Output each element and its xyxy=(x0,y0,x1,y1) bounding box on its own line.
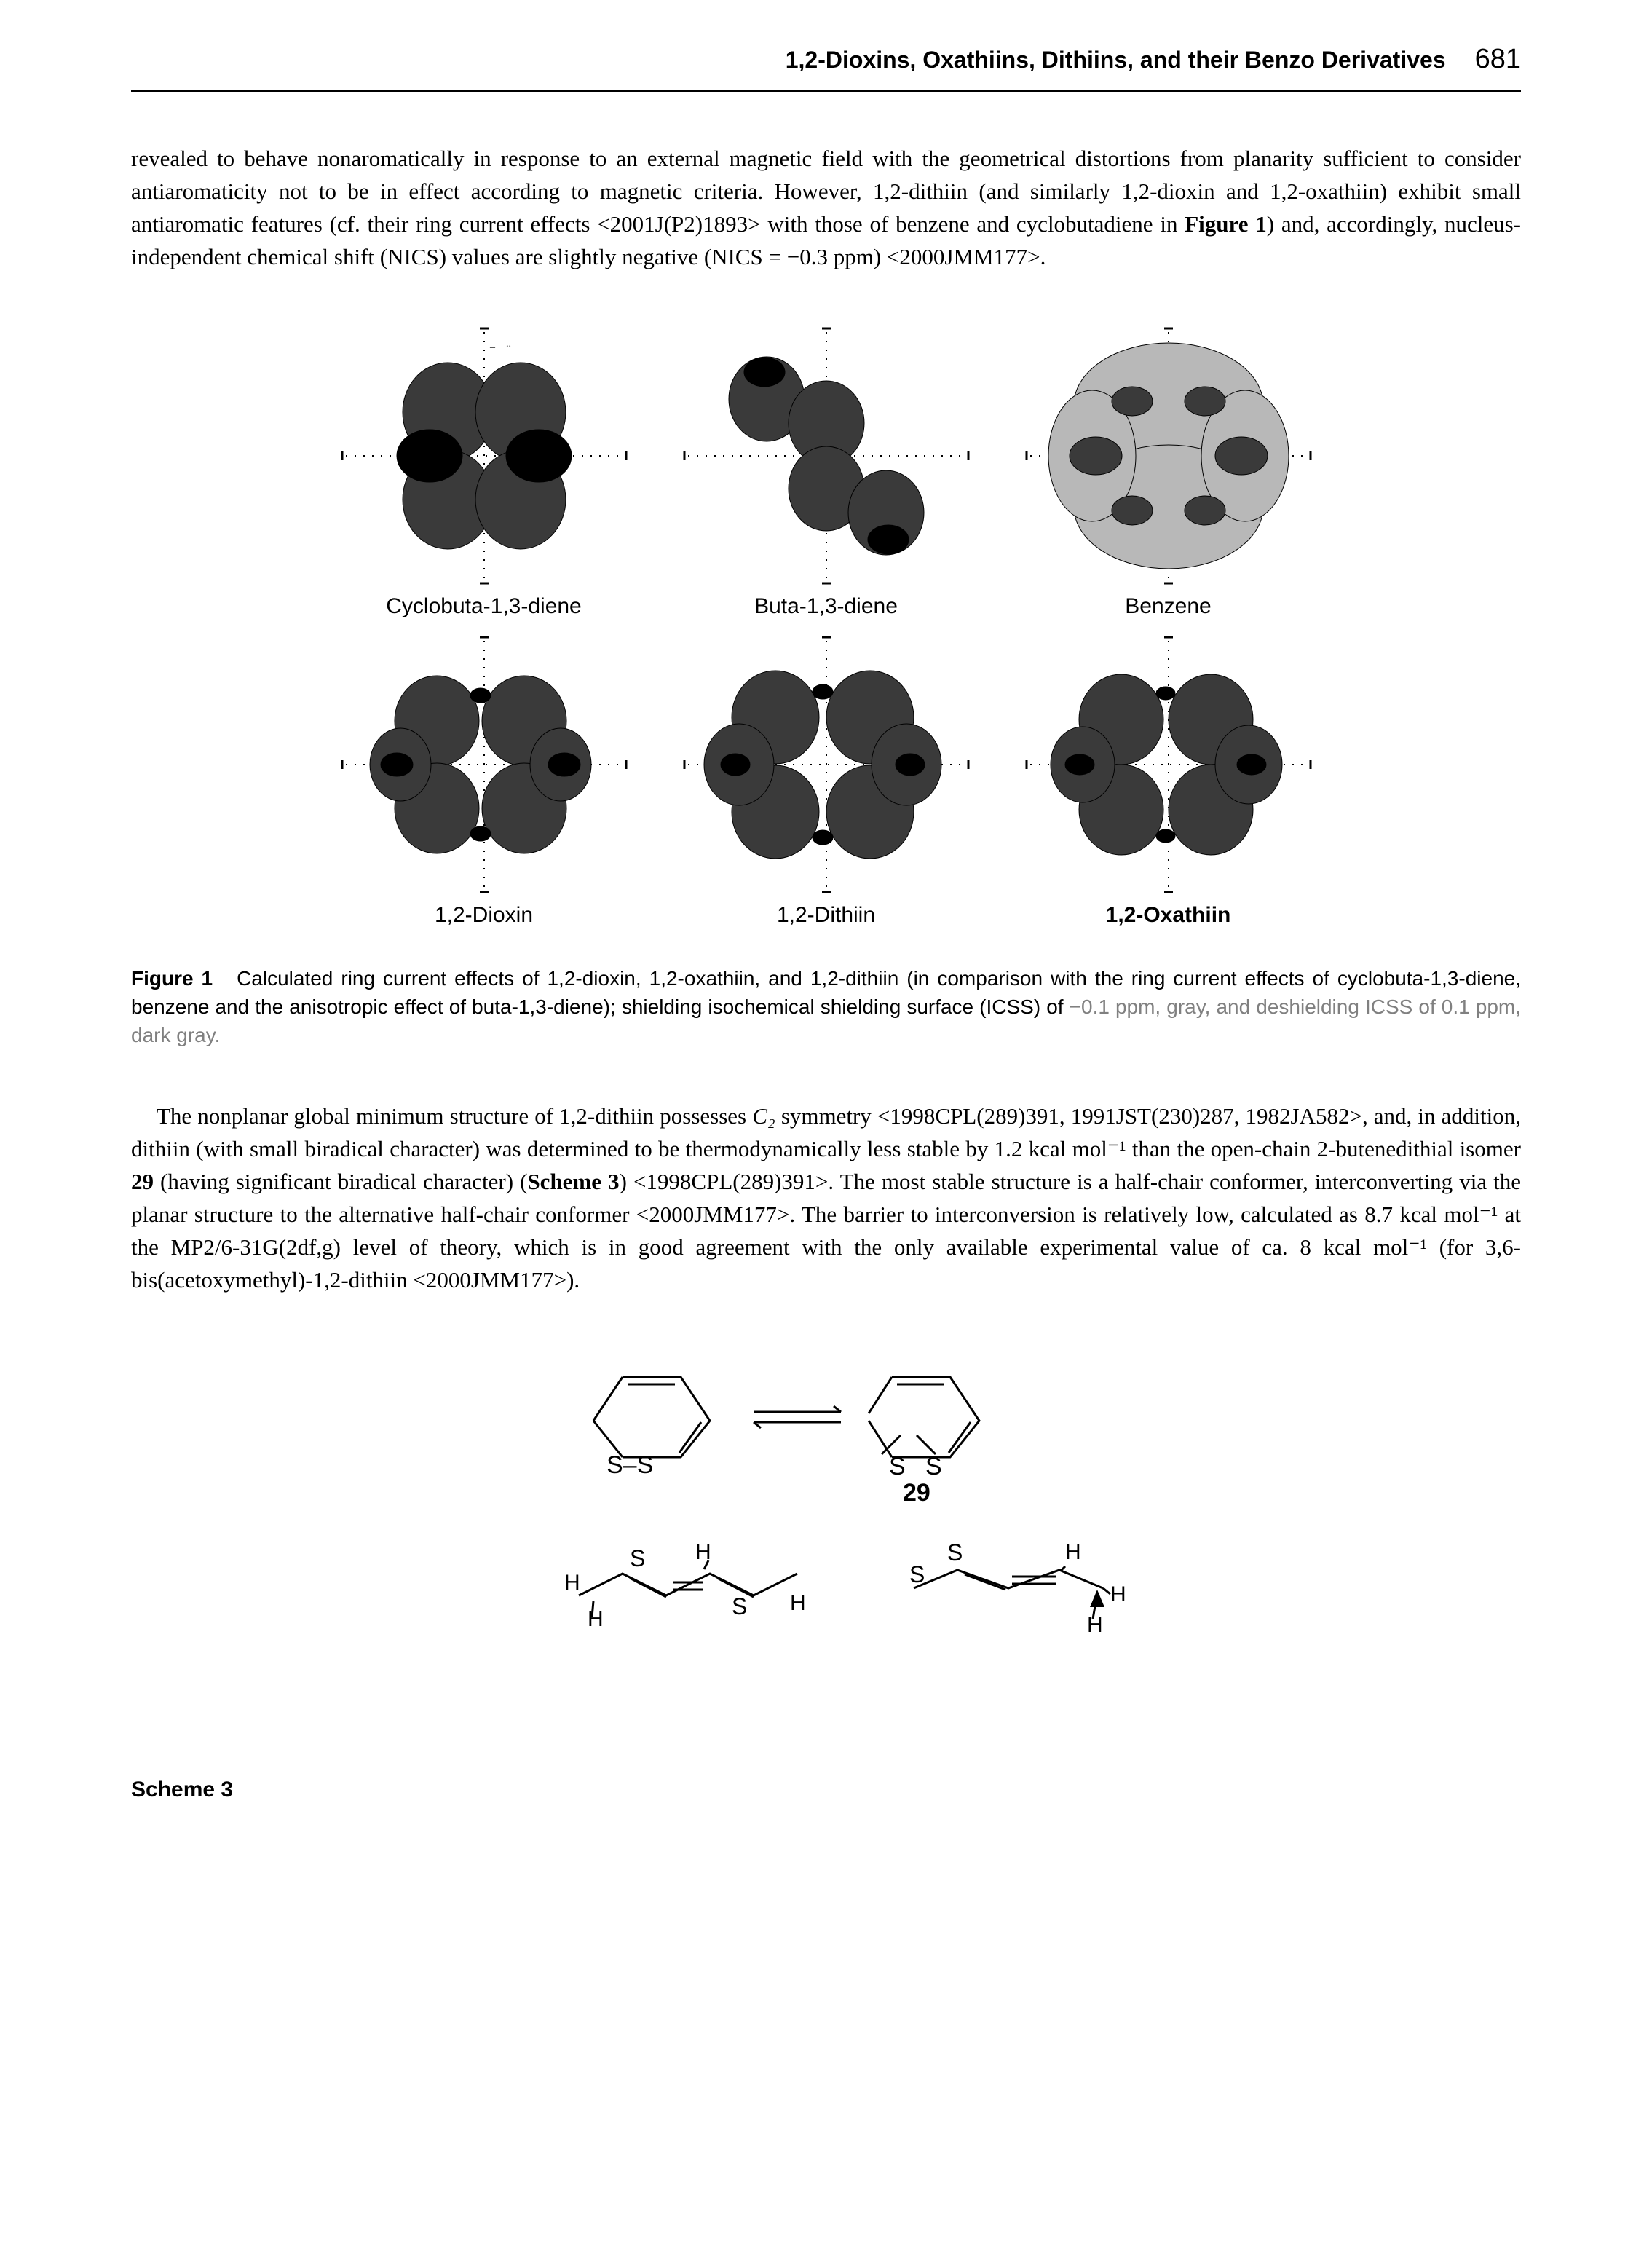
para2-a: The nonplanar global minimum structure o… xyxy=(157,1103,752,1129)
icss-oxathiin xyxy=(1016,626,1321,903)
para2-c: (having significant biradical character)… xyxy=(154,1169,527,1194)
svg-text:H: H xyxy=(564,1571,580,1595)
svg-text:H: H xyxy=(588,1607,604,1631)
svg-text:H: H xyxy=(1087,1613,1103,1637)
panel-oxathiin: 1,2-Oxathiin xyxy=(1008,626,1329,928)
svg-text:..: .. xyxy=(506,339,511,350)
page-header: 1,2-Dioxins, Oxathiins, Dithiins, and th… xyxy=(131,0,1521,92)
svg-text:H: H xyxy=(1110,1582,1126,1606)
svg-text:S: S xyxy=(889,1453,906,1480)
svg-text:S: S xyxy=(630,1545,645,1571)
svg-text:S: S xyxy=(925,1453,942,1480)
svg-text:_: _ xyxy=(489,339,496,350)
panel-dioxin: 1,2-Dioxin xyxy=(324,626,644,928)
figure1-caption-bold: Figure 1 xyxy=(131,967,213,990)
panel-dithiin: 1,2-Dithiin xyxy=(666,626,987,928)
paragraph-2: The nonplanar global minimum structure o… xyxy=(131,1100,1521,1297)
svg-text:S: S xyxy=(732,1593,747,1619)
label-oxathiin: 1,2-Oxathiin xyxy=(1106,903,1231,928)
svg-text:H: H xyxy=(695,1540,711,1564)
icss-cyclobutadiene: _ .. xyxy=(331,317,637,594)
label-benzene: Benzene xyxy=(1125,594,1211,619)
scheme3-label: Scheme 3 xyxy=(131,1777,1521,1802)
icss-benzene xyxy=(1016,317,1321,594)
figure1-caption: Figure 1 Calculated ring current effects… xyxy=(131,964,1521,1050)
label-butadiene: Buta-1,3-diene xyxy=(754,594,898,619)
running-title: 1,2-Dioxins, Oxathiins, Dithiins, and th… xyxy=(786,47,1446,74)
para2-29: 29 xyxy=(131,1169,154,1194)
svg-text:H: H xyxy=(790,1591,806,1615)
icss-dithiin xyxy=(673,626,979,903)
icss-dioxin xyxy=(331,626,637,903)
paragraph-1: revealed to behave nonaromatically in re… xyxy=(131,143,1521,274)
label-cyclobutadiene: Cyclobuta-1,3-diene xyxy=(386,594,582,619)
para2-c2: C₂ xyxy=(752,1103,775,1129)
svg-text:S: S xyxy=(909,1561,925,1587)
scheme3-structures: S–S S S 29 xyxy=(426,1348,1227,1712)
compound-29-label: 29 xyxy=(903,1479,930,1507)
panel-benzene: Benzene xyxy=(1008,317,1329,619)
svg-text:S: S xyxy=(947,1539,963,1566)
label-dithiin: 1,2-Dithiin xyxy=(777,903,875,928)
svg-text:S–S: S–S xyxy=(606,1451,653,1479)
figure1-row2: 1,2-Dioxin xyxy=(131,626,1521,928)
figure1-ref: Figure 1 xyxy=(1185,211,1267,237)
panel-butadiene: Buta-1,3-diene xyxy=(666,317,987,619)
scheme-3: S–S S S 29 xyxy=(131,1348,1521,1712)
page-number: 681 xyxy=(1475,44,1521,75)
figure1-row1: _ .. Cyclobuta-1,3-diene xyxy=(131,317,1521,619)
label-dioxin: 1,2-Dioxin xyxy=(435,903,533,928)
panel-cyclobutadiene: _ .. Cyclobuta-1,3-diene xyxy=(324,317,644,619)
icss-butadiene xyxy=(673,317,979,594)
figure-1: _ .. Cyclobuta-1,3-diene xyxy=(131,317,1521,1050)
scheme3-ref: Scheme 3 xyxy=(527,1169,619,1194)
svg-text:H: H xyxy=(1065,1540,1081,1564)
